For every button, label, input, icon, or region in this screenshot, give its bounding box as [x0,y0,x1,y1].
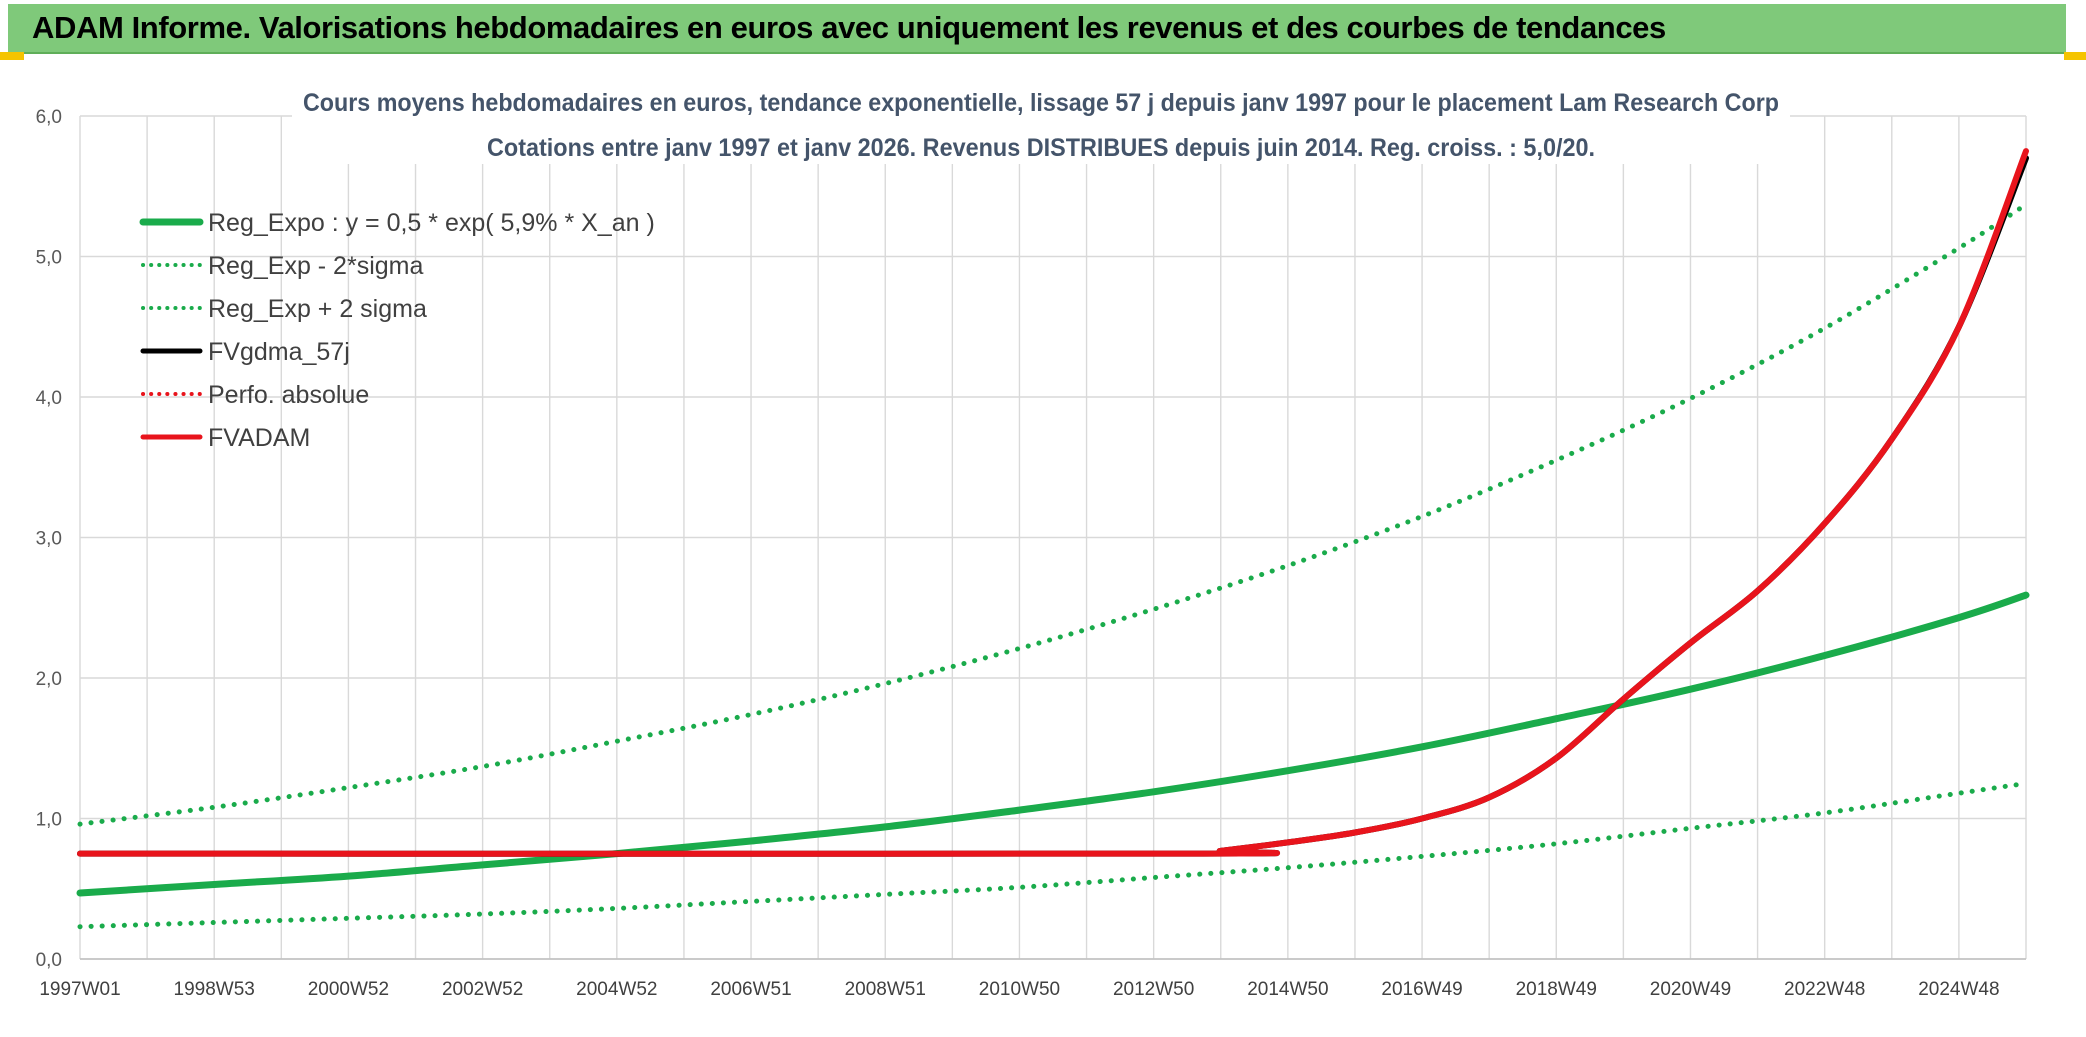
x-tick-label: 1997W01 [39,979,120,1000]
page-title: ADAM Informe. Valorisations hebdomadaire… [32,10,1666,45]
y-tick-label: 1,0 [36,810,62,831]
title-background [292,82,1790,164]
chart-titles: Cours moyens hebdomadaires en euros, ten… [292,82,1790,164]
y-tick-label: 0,0 [36,950,62,971]
series-line-2 [77,202,2029,827]
x-tick-label: 2014W50 [1247,979,1328,1000]
y-tick-label: 2,0 [36,669,62,690]
corner-accent-right [2064,52,2086,60]
y-tick-label: 5,0 [36,248,62,269]
y-tick-label: 6,0 [36,107,62,128]
x-tick-label: 2022W48 [1784,979,1865,1000]
x-tick-label: 2002W52 [442,979,523,1000]
legend-label: Reg_Expo : y = 0,5 * exp( 5,9% * X_an ) [208,209,655,237]
chart-title-line1: Cours moyens hebdomadaires en euros, ten… [303,89,1779,117]
legend-label: FVADAM [208,424,310,452]
chart-title-line2: Cotations entre janv 1997 et janv 2026. … [487,134,1595,162]
legend-label: Perfo. absolue [208,381,369,409]
series-line-5 [77,148,2029,857]
x-tick-label: 2004W52 [576,979,657,1000]
x-tick-label: 2018W49 [1516,979,1597,1000]
line-chart: 0,0 1,0 2,0 3,0 4,0 5,0 6,0 1997W01 1998W53 2000W… [36,82,2030,1000]
y-tick-label: 4,0 [36,388,62,409]
x-tick-label: 1998W53 [174,979,255,1000]
legend-label: FVgdma_57j [208,338,350,366]
x-tick-label: 2006W51 [710,979,791,1000]
grid [79,115,2027,960]
series-lines [76,148,2030,930]
legend-label: Reg_Exp + 2 sigma [208,295,427,323]
axes: 0,0 1,0 2,0 3,0 4,0 5,0 6,0 1997W01 1998W53 2000W… [36,107,2026,1000]
x-tick-label: 2024W48 [1918,979,1999,1000]
x-tick-label: 2010W50 [979,979,1060,1000]
x-tick-label: 2008W51 [845,979,926,1000]
x-tick-label: 2000W52 [308,979,389,1000]
x-tick-label: 2016W49 [1381,979,1462,1000]
legend-label: Reg_Exp - 2*sigma [208,252,423,280]
legend: Reg_Expo : y = 0,5 * exp( 5,9% * X_an ) R… [139,209,655,452]
x-tick-label: 2012W50 [1113,979,1194,1000]
series-line-0 [76,591,2030,897]
x-tick-label: 2020W49 [1650,979,1731,1000]
y-tick-label: 3,0 [36,529,62,550]
series-line-1 [77,780,2029,930]
corner-accent-left [0,52,24,60]
header-bar: ADAM Informe. Valorisations hebdomadaire… [8,4,2066,54]
